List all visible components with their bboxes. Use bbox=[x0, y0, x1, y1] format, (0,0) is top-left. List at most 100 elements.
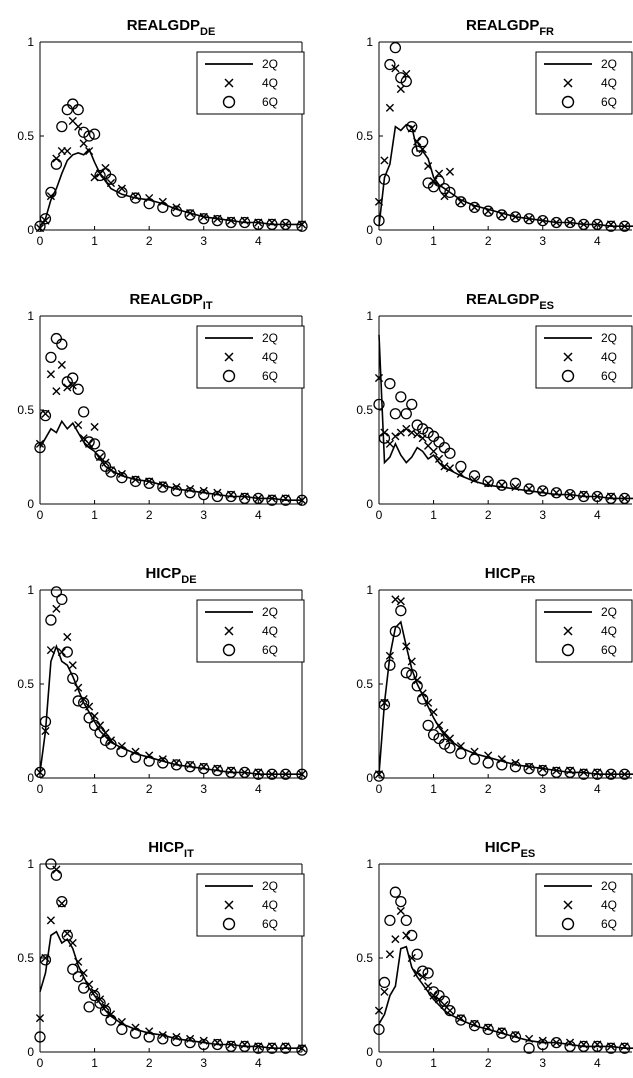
circle-marker-point bbox=[225, 1040, 237, 1053]
plot-area bbox=[373, 334, 633, 505]
legend: 2Q 4Q 6Q bbox=[535, 325, 633, 389]
circle-marker-point bbox=[99, 1004, 112, 1017]
circle-marker-point bbox=[578, 1040, 590, 1053]
plot-area bbox=[34, 98, 308, 233]
circle-marker-point bbox=[252, 218, 264, 231]
circle-marker-point bbox=[211, 214, 224, 227]
x-marker-point bbox=[497, 210, 506, 220]
circle-marker-point bbox=[211, 490, 224, 503]
x-marker-point bbox=[538, 486, 547, 495]
circle-marker-point bbox=[564, 1040, 576, 1053]
circle-marker-point bbox=[157, 201, 169, 214]
circle-marker-point bbox=[537, 764, 549, 777]
circle-marker-point bbox=[509, 477, 522, 489]
circle-marker-point bbox=[78, 406, 90, 418]
title-main: REALGDP bbox=[127, 17, 200, 34]
legend: 2Q 4Q 6Q bbox=[196, 599, 305, 663]
x-marker-point bbox=[267, 770, 277, 779]
circle-marker-point bbox=[105, 1014, 117, 1026]
legend-x-icon bbox=[224, 626, 234, 636]
plot-area bbox=[34, 586, 308, 780]
circle-marker-point bbox=[88, 719, 101, 732]
circle-marker-point bbox=[279, 494, 292, 506]
circle-marker-point bbox=[591, 218, 603, 231]
circle-marker-point bbox=[83, 1001, 95, 1013]
circle-marker-point bbox=[591, 1040, 603, 1053]
subplot-title: HICPES bbox=[485, 839, 536, 860]
circle-marker-point bbox=[384, 58, 396, 71]
legend-circle-icon bbox=[222, 95, 236, 109]
x-marker-point bbox=[552, 1038, 561, 1047]
circle-marker-point bbox=[45, 351, 57, 364]
subplot-hicp-it: HICPIT 0 0.5 1 0 1 2 3 4 2Q 4Q 6Q bbox=[17, 839, 308, 1070]
circle-marker-point bbox=[444, 742, 456, 754]
subplot-realgdp-it: REALGDPIT 0 0.5 1 0 1 2 3 4 2Q 4Q 6Q bbox=[17, 291, 308, 522]
x-tick-label: 4 bbox=[594, 508, 601, 522]
circle-marker-point bbox=[523, 762, 535, 775]
series-2q bbox=[39, 147, 302, 227]
circle-marker-point bbox=[378, 432, 391, 444]
circle-marker-point bbox=[39, 213, 52, 225]
y-tick-label: 1 bbox=[366, 309, 373, 323]
x-marker-point bbox=[385, 651, 395, 660]
circle-marker-point bbox=[67, 672, 79, 685]
circle-marker-point bbox=[406, 668, 418, 681]
x-marker-point bbox=[429, 447, 438, 456]
x-marker-point bbox=[74, 420, 83, 430]
series-2q bbox=[378, 334, 633, 500]
title-subscript: ES bbox=[521, 848, 536, 860]
circle-marker-point bbox=[455, 460, 467, 473]
circle-marker-point bbox=[143, 477, 155, 489]
y-tick-label: 1 bbox=[27, 857, 34, 871]
x-marker-point bbox=[63, 146, 72, 156]
circle-marker-point bbox=[170, 759, 183, 771]
legend-label: 2Q bbox=[262, 331, 278, 345]
circle-marker-point bbox=[34, 1031, 46, 1043]
legend-label: 6Q bbox=[601, 917, 617, 931]
x-tick-label: 1 bbox=[430, 234, 437, 248]
series-line-2q bbox=[378, 945, 633, 1049]
series-6q bbox=[34, 586, 308, 780]
x-marker-point bbox=[391, 935, 400, 944]
legend-label: 2Q bbox=[601, 605, 617, 619]
circle-marker-point bbox=[417, 965, 429, 977]
circle-marker-point bbox=[618, 1042, 631, 1054]
circle-marker-point bbox=[509, 211, 522, 223]
circle-marker-point bbox=[252, 1042, 264, 1054]
x-marker-point bbox=[470, 203, 479, 212]
circle-marker-point bbox=[198, 213, 210, 225]
x-tick-label: 4 bbox=[255, 782, 262, 796]
circle-marker-point bbox=[509, 761, 522, 773]
circle-marker-point bbox=[468, 470, 481, 482]
x-marker-point bbox=[85, 146, 94, 156]
x-marker-point bbox=[434, 454, 444, 463]
circle-marker-point bbox=[444, 1004, 456, 1017]
legend-box bbox=[535, 325, 633, 389]
x-marker-point bbox=[402, 424, 411, 433]
series-line-2q bbox=[378, 334, 633, 500]
x-tick-label: 4 bbox=[594, 234, 601, 248]
legend-label: 2Q bbox=[601, 57, 617, 71]
circle-marker-point bbox=[411, 948, 423, 960]
circle-marker-point bbox=[105, 173, 117, 185]
x-marker-point bbox=[402, 642, 411, 651]
legend: 2Q 4Q 6Q bbox=[196, 325, 305, 389]
x-marker-point bbox=[297, 496, 307, 505]
x-tick-label: 1 bbox=[430, 782, 437, 796]
legend-box bbox=[196, 873, 305, 937]
y-tick-label: 0.5 bbox=[17, 677, 34, 691]
x-tick-label: 0 bbox=[376, 508, 383, 522]
x-marker-point bbox=[35, 439, 45, 448]
circle-marker-point bbox=[389, 886, 402, 898]
title-subscript: IT bbox=[184, 848, 194, 860]
legend-box bbox=[535, 599, 633, 663]
x-marker-point bbox=[552, 488, 561, 497]
x-marker-point bbox=[396, 597, 405, 606]
circle-marker-point bbox=[157, 481, 169, 493]
circle-marker-point bbox=[605, 1042, 617, 1054]
circle-marker-point bbox=[129, 1027, 142, 1039]
circle-marker-point bbox=[279, 218, 292, 231]
x-marker-point bbox=[380, 156, 389, 165]
circle-marker-point bbox=[105, 466, 117, 478]
y-tick-label: 0.5 bbox=[17, 951, 34, 965]
